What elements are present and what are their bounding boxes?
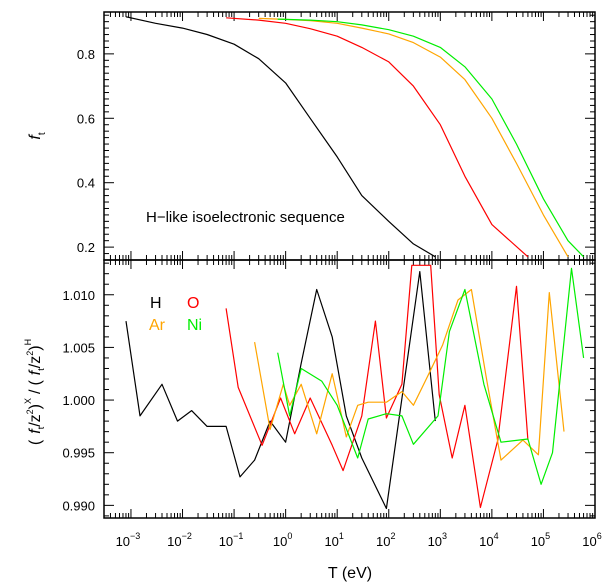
bottom-panel: 0.990 0.995 1.000 1.005 1.010 10−3 10−2 10… xyxy=(23,259,602,582)
bottom-ticks xyxy=(104,260,595,518)
legend-Ni: Ni xyxy=(187,317,202,334)
bottom-plot-frame xyxy=(103,259,596,519)
ytick-label: 0.8 xyxy=(77,47,95,62)
xtick-label: 102 xyxy=(376,531,395,549)
series-line-H xyxy=(125,271,436,510)
series-line-O xyxy=(225,264,529,509)
xtick-label: 10−1 xyxy=(219,531,244,549)
xtick-label: 105 xyxy=(531,531,550,549)
legend-O: O xyxy=(187,295,199,312)
top-series-lines xyxy=(125,16,585,258)
legend: H O Ar Ni xyxy=(149,295,202,334)
ytick-label: 0.2 xyxy=(77,240,95,255)
ytick-label: 0.995 xyxy=(62,446,95,461)
series-line-H xyxy=(125,16,436,258)
ytick-label: 0.4 xyxy=(77,176,95,191)
top-ticks xyxy=(104,12,595,260)
xtick-label: 100 xyxy=(273,531,292,549)
top-y-axis-title: ft xyxy=(27,132,48,139)
xtick-label: 103 xyxy=(428,531,447,549)
ytick-label: 1.010 xyxy=(62,288,95,303)
xtick-label: 101 xyxy=(324,531,343,549)
series-line-O xyxy=(226,17,529,258)
ytick-label: 1.005 xyxy=(62,340,95,355)
xtick-label: 10−2 xyxy=(167,531,192,549)
bottom-series-lines xyxy=(125,264,585,510)
bottom-ytick-labels: 0.990 0.995 1.000 1.005 1.010 xyxy=(62,288,95,514)
ytick-label: 1.000 xyxy=(62,393,95,408)
top-panel: 0.2 0.4 0.6 0.8 ft H−like isoelectronic … xyxy=(27,11,596,261)
sequence-annotation: H−like isoelectronic sequence xyxy=(146,209,345,226)
xtick-labels: 10−3 10−2 10−1 100 101 102 103 104 105 106 xyxy=(116,531,602,549)
ytick-label: 0.990 xyxy=(62,498,95,513)
series-line-Ni xyxy=(277,18,585,258)
series-line-Ni xyxy=(277,267,585,485)
bottom-y-axis-title: (ft/z2)X/(ft/z2)H xyxy=(23,339,46,445)
xtick-label: 104 xyxy=(479,531,498,549)
ytick-label: 0.6 xyxy=(77,111,95,126)
series-line-Ar xyxy=(254,288,565,461)
xtick-label: 106 xyxy=(582,531,601,549)
legend-Ar: Ar xyxy=(149,317,166,334)
legend-H: H xyxy=(150,295,162,312)
top-ylabel-main: f xyxy=(27,134,44,140)
top-ytick-labels: 0.2 0.4 0.6 0.8 xyxy=(77,47,95,255)
top-ylabel-sub: t xyxy=(37,132,48,135)
xtick-label: 10−3 xyxy=(116,531,141,549)
x-axis-title: T (eV) xyxy=(328,565,372,582)
